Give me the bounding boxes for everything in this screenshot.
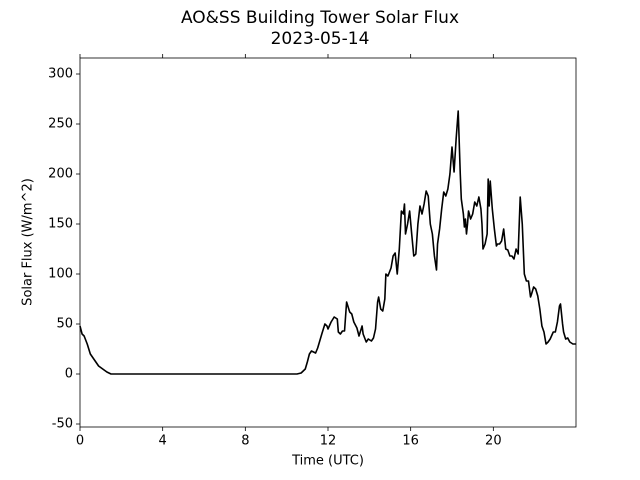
x-tick-label: 8 [241,434,249,449]
x-axis-label: Time (UTC) [291,454,364,469]
plot-frame [79,57,577,428]
x-tick-label: 16 [402,434,419,449]
y-tick-label: 0 [65,367,73,382]
y-tick-label: 200 [48,167,73,182]
y-tick-label: 100 [48,267,73,282]
y-tick-label: 300 [48,67,73,82]
y-axis-label: Solar Flux (W/m^2) [21,178,36,306]
y-tick-label: 250 [48,117,73,132]
data-line [79,110,576,375]
y-tick-label: 50 [56,317,73,332]
chart-subtitle: 2023-05-14 [271,29,370,49]
chart-title: AO&SS Building Tower Solar Flux [181,8,459,28]
x-tick-label: 4 [159,434,167,449]
x-tick-label: 12 [320,434,337,449]
y-tick-label: 150 [48,217,73,232]
x-tick-label: 0 [76,434,84,449]
x-tick-label: 20 [485,434,502,449]
y-tick-label: -50 [52,417,73,432]
